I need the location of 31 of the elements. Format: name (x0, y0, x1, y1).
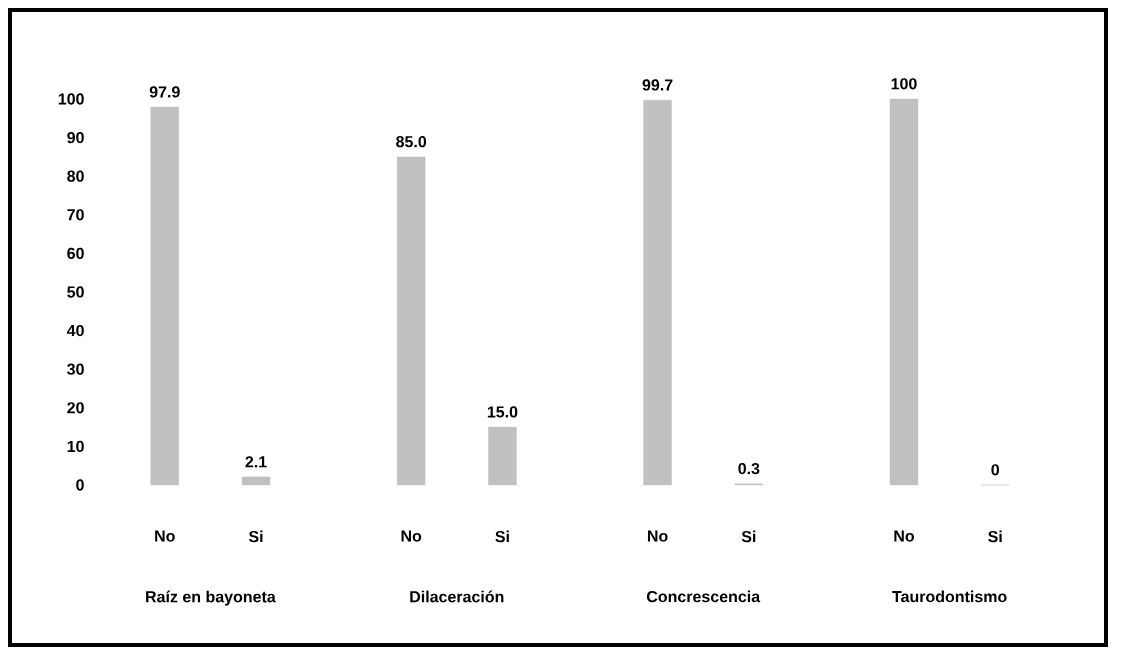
text: Concrescencia (646, 590, 761, 603)
x-tick-label: Si (495, 530, 509, 543)
y-tick-label: 70 (67, 209, 84, 221)
y-tick-label: 40 (66, 324, 84, 337)
data-label: 97.9 (149, 86, 180, 98)
data-label: 99.7 (642, 79, 673, 91)
text: Dilaceración (410, 590, 504, 603)
x-tick-label: Si (988, 530, 1002, 543)
x-tick-label: No (894, 530, 915, 542)
data-label: 2.1 (245, 456, 267, 468)
y-tick-label: 50 (67, 286, 84, 298)
y-tick-label: 20 (67, 402, 84, 414)
y-tick-label: 60 (67, 247, 84, 260)
data-label: 85.0 (396, 136, 427, 148)
x-tick-label: No (647, 530, 668, 542)
y-tick-label: 90 (67, 131, 84, 144)
x-tick-label: No (401, 530, 422, 542)
x-tick-label: Si (248, 530, 263, 543)
y-tick-label: 80 (67, 170, 84, 182)
y-tick-label: 10 (67, 440, 84, 453)
x-tick-label: Si (741, 530, 756, 543)
y-tick-label: 100 (58, 93, 84, 105)
x-tick-label: No (155, 530, 175, 542)
y-tick-label: 0 (76, 479, 84, 491)
text: Raíz en bayoneta (146, 590, 276, 606)
data-label: 0 (991, 464, 1000, 476)
text: Taurodontismo (892, 590, 1007, 603)
data-label: 15.0 (487, 406, 518, 418)
data-label: 100 (891, 78, 917, 90)
data-label: 0.3 (738, 462, 760, 475)
y-tick-label: 30 (67, 363, 84, 375)
